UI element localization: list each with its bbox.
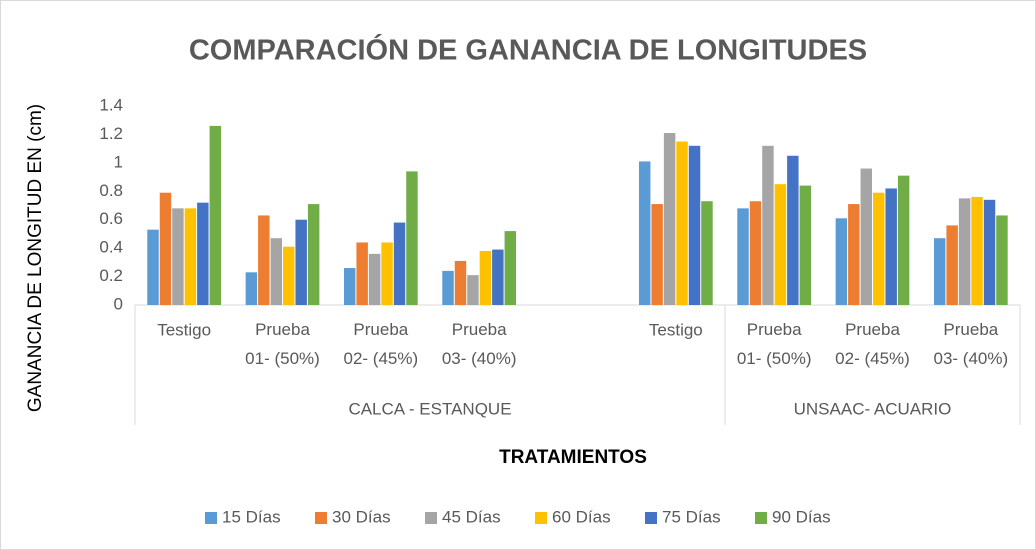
- bar: [454, 260, 467, 305]
- legend-label: 90 Días: [772, 507, 831, 526]
- bar: [184, 208, 197, 305]
- y-tick-label: 0.6: [99, 209, 123, 228]
- bar: [147, 229, 159, 305]
- bar: [651, 204, 663, 305]
- bar: [663, 133, 676, 305]
- bar: [159, 192, 172, 305]
- bar: [996, 215, 1008, 305]
- legend-label: 45 Días: [442, 507, 501, 526]
- bar: [971, 196, 983, 305]
- bar: [270, 238, 282, 305]
- y-axis-title: GANANCIA DE LONGITUD EN (cm): [25, 104, 46, 412]
- bar: [737, 208, 749, 305]
- bar: [860, 168, 872, 305]
- y-tick-label: 1: [114, 152, 123, 171]
- y-tick-label: 0.8: [99, 181, 123, 200]
- legend-swatch: [315, 512, 327, 524]
- bar: [749, 201, 762, 305]
- bar: [799, 185, 812, 305]
- bar: [295, 219, 307, 305]
- bar: [307, 204, 320, 305]
- bar: [638, 161, 651, 305]
- bar: [442, 270, 454, 305]
- bar: [381, 242, 393, 305]
- bar: [958, 198, 971, 305]
- y-tick-label: 1.2: [99, 124, 123, 143]
- legend-swatch: [755, 512, 767, 524]
- bar: [787, 155, 799, 305]
- x-tick-label: Prueba 02- (45%): [344, 320, 419, 368]
- x-tick-label: Prueba 03- (40%): [442, 320, 517, 368]
- bar: [283, 246, 295, 305]
- bar: [848, 204, 860, 305]
- bar: [492, 249, 504, 305]
- bar: [368, 253, 381, 305]
- chart-title: COMPARACIÓN DE GANANCIA DE LONGITUDES: [189, 33, 867, 67]
- y-tick-label: 0: [114, 294, 123, 313]
- bar: [197, 202, 209, 305]
- x-tick-label: Testigo: [649, 320, 703, 339]
- group-label: UNSAAC- ACUARIO: [794, 399, 952, 418]
- x-tick-label: Prueba 03- (40%): [934, 320, 1009, 368]
- bar: [946, 225, 958, 305]
- bar: [209, 125, 222, 306]
- bar: [479, 250, 492, 305]
- bar: [835, 218, 848, 305]
- legend-swatch: [205, 512, 217, 524]
- bar: [701, 201, 713, 305]
- bar: [172, 208, 184, 305]
- bar: [467, 275, 479, 305]
- bar: [393, 222, 406, 305]
- x-tick-label: Prueba 01- (50%): [245, 320, 320, 368]
- bar: [343, 268, 356, 305]
- bar: [245, 272, 258, 305]
- legend-swatch: [645, 512, 657, 524]
- bar: [873, 192, 885, 305]
- bar: [356, 242, 368, 305]
- bar: [774, 184, 787, 305]
- x-tick-label: Prueba 01- (50%): [737, 320, 812, 368]
- bar: [762, 145, 774, 305]
- x-axis-title: TRATAMIENTOS: [499, 447, 647, 468]
- bar: [983, 199, 996, 305]
- x-tick-label: Testigo: [157, 320, 211, 339]
- y-tick-label: 0.2: [99, 266, 123, 285]
- y-tick-label: 0.4: [99, 238, 123, 257]
- bar: [933, 238, 946, 305]
- legend-label: 15 Días: [222, 507, 281, 526]
- x-tick-label: Prueba 02- (45%): [835, 320, 910, 368]
- bar: [258, 215, 270, 305]
- bar: [406, 171, 418, 305]
- bar: [504, 231, 517, 305]
- y-tick-label: 1.4: [99, 95, 123, 114]
- bar: [897, 175, 910, 305]
- bar: [688, 145, 701, 305]
- bar: [676, 141, 688, 305]
- legend-label: 75 Días: [662, 507, 721, 526]
- group-label: CALCA - ESTANQUE: [348, 399, 511, 418]
- legend-label: 60 Días: [552, 507, 611, 526]
- legend-swatch: [535, 512, 547, 524]
- legend-label: 30 Días: [332, 507, 391, 526]
- legend-swatch: [425, 512, 437, 524]
- bar: [885, 188, 897, 305]
